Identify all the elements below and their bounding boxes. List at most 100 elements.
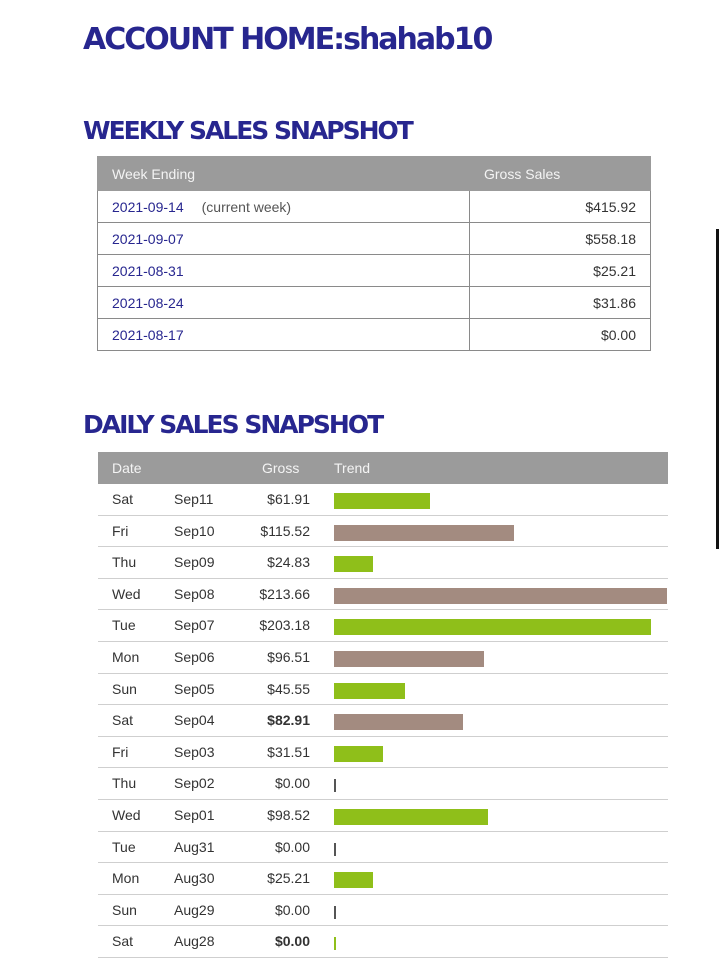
day-date: Aug30 <box>174 870 215 887</box>
day-of-week: Tue <box>112 617 136 634</box>
day-of-week: Sat <box>112 491 134 507</box>
row-divider <box>98 893 668 895</box>
daily-gross: $0.00 <box>274 838 310 855</box>
current-week-note: (current week) <box>201 198 292 215</box>
gross-sales-cell: $0.00 <box>469 318 651 351</box>
daily-gross: $61.91 <box>267 491 310 507</box>
trend-bar <box>334 714 463 731</box>
trend-bar <box>334 779 336 793</box>
row-divider <box>98 735 668 737</box>
date-header: Date <box>112 460 142 476</box>
day-date: Sep06 <box>174 649 215 665</box>
weekly-sales-heading: WEEKLY SALES SNAPSHOT <box>83 116 414 145</box>
daily-row: Thu Sep09 $24.83 <box>98 547 668 579</box>
day-date: Sep08 <box>174 585 215 602</box>
day-of-week: Thu <box>112 554 137 571</box>
trend-bar <box>334 587 667 604</box>
page-title: ACCOUNT HOME:shahab10 <box>83 22 493 57</box>
day-of-week: Fri <box>112 522 129 539</box>
daily-sales-heading: DAILY SALES SNAPSHOT <box>83 410 384 439</box>
daily-gross: $213.66 <box>259 585 310 602</box>
day-of-week: Tue <box>112 838 136 855</box>
day-date: Sep10 <box>174 522 215 539</box>
week-ending-cell: 2021-09-07 <box>97 222 470 255</box>
daily-row: Tue Sep07 $203.18 <box>98 610 668 642</box>
daily-gross: $0.00 <box>274 933 310 950</box>
weekly-sales-table: Week Ending Gross Sales 2021-09-14 (curre… <box>97 156 651 351</box>
week-link[interactable]: 2021-09-07 <box>112 230 184 247</box>
trend-bar <box>334 905 336 919</box>
day-of-week: Sun <box>112 901 137 918</box>
daily-row: Wed Sep08 $213.66 <box>98 579 668 611</box>
week-link[interactable]: 2021-08-17 <box>112 326 184 343</box>
gross-sales-cell: $25.21 <box>469 254 651 287</box>
gross-sales-cell: $415.92 <box>469 190 651 223</box>
trend-bar <box>334 745 383 762</box>
trend-bar <box>334 493 430 509</box>
week-link[interactable]: 2021-09-14 <box>112 198 184 215</box>
week-link[interactable]: 2021-08-24 <box>112 294 184 311</box>
row-divider <box>98 514 668 516</box>
trend-bar <box>334 809 488 825</box>
trend-bar <box>334 524 514 541</box>
day-date: Aug29 <box>174 901 215 918</box>
day-date: Sep01 <box>174 807 215 823</box>
daily-row: Sat Sep04 $82.91 <box>98 705 668 737</box>
week-ending-header: Week Ending <box>97 156 470 191</box>
daily-row: Wed Sep01 $98.52 <box>98 800 668 832</box>
scrollbar-edge <box>716 229 719 549</box>
day-of-week: Fri <box>112 743 129 760</box>
daily-row: Sat Sep11 $61.91 <box>98 484 668 516</box>
daily-row: Sun Aug29 $0.00 <box>98 895 668 927</box>
day-date: Sep04 <box>174 712 215 729</box>
trend-bar <box>334 556 373 573</box>
day-of-week: Sun <box>112 680 137 697</box>
daily-gross: $0.00 <box>274 901 310 918</box>
daily-row: Fri Sep03 $31.51 <box>98 737 668 769</box>
week-link[interactable]: 2021-08-31 <box>112 262 184 279</box>
trend-bar <box>334 651 484 667</box>
gross-sales-header: Gross Sales <box>469 156 651 191</box>
day-of-week: Wed <box>112 585 141 602</box>
row-divider <box>98 546 668 548</box>
day-of-week: Sat <box>112 712 134 729</box>
daily-gross: $45.55 <box>267 680 310 697</box>
row-divider <box>98 957 668 958</box>
daily-row: Sat Aug28 $0.00 <box>98 926 668 958</box>
daily-row: Mon Sep06 $96.51 <box>98 642 668 674</box>
daily-gross: $96.51 <box>267 649 310 665</box>
gross-header: Gross <box>262 460 300 476</box>
daily-header-row: Date Gross Trend <box>98 452 668 484</box>
day-of-week: Wed <box>112 807 141 823</box>
day-date: Sep03 <box>174 743 215 760</box>
day-date: Sep09 <box>174 554 215 571</box>
daily-gross: $82.91 <box>267 712 310 729</box>
daily-row: Fri Sep10 $115.52 <box>98 516 668 548</box>
daily-gross: $115.52 <box>260 522 310 539</box>
gross-sales-cell: $31.86 <box>469 286 651 319</box>
trend-bar <box>334 842 336 856</box>
daily-gross: $0.00 <box>274 775 310 792</box>
day-of-week: Mon <box>112 649 140 665</box>
day-date: Aug28 <box>174 933 215 950</box>
day-of-week: Thu <box>112 775 137 792</box>
trend-bar <box>334 872 373 889</box>
trend-bar <box>334 682 405 699</box>
row-divider <box>98 799 668 800</box>
daily-row: Mon Aug30 $25.21 <box>98 863 668 895</box>
row-divider <box>98 925 668 927</box>
weekly-row: 2021-08-17 $0.00 <box>97 318 651 351</box>
daily-gross: $31.51 <box>267 743 310 760</box>
row-divider <box>98 767 668 769</box>
trend-bar <box>334 937 336 951</box>
daily-gross: $203.18 <box>259 617 310 634</box>
daily-gross: $24.83 <box>267 554 310 571</box>
trend-bar <box>334 619 651 636</box>
weekly-row: 2021-08-24 $31.86 <box>97 286 651 319</box>
day-date: Sep02 <box>174 775 215 792</box>
week-ending-cell: 2021-09-14 (current week) <box>97 190 470 223</box>
row-divider <box>98 704 668 706</box>
daily-gross: $25.21 <box>267 870 310 887</box>
week-ending-cell: 2021-08-31 <box>97 254 470 287</box>
day-date: Sep11 <box>174 491 214 507</box>
